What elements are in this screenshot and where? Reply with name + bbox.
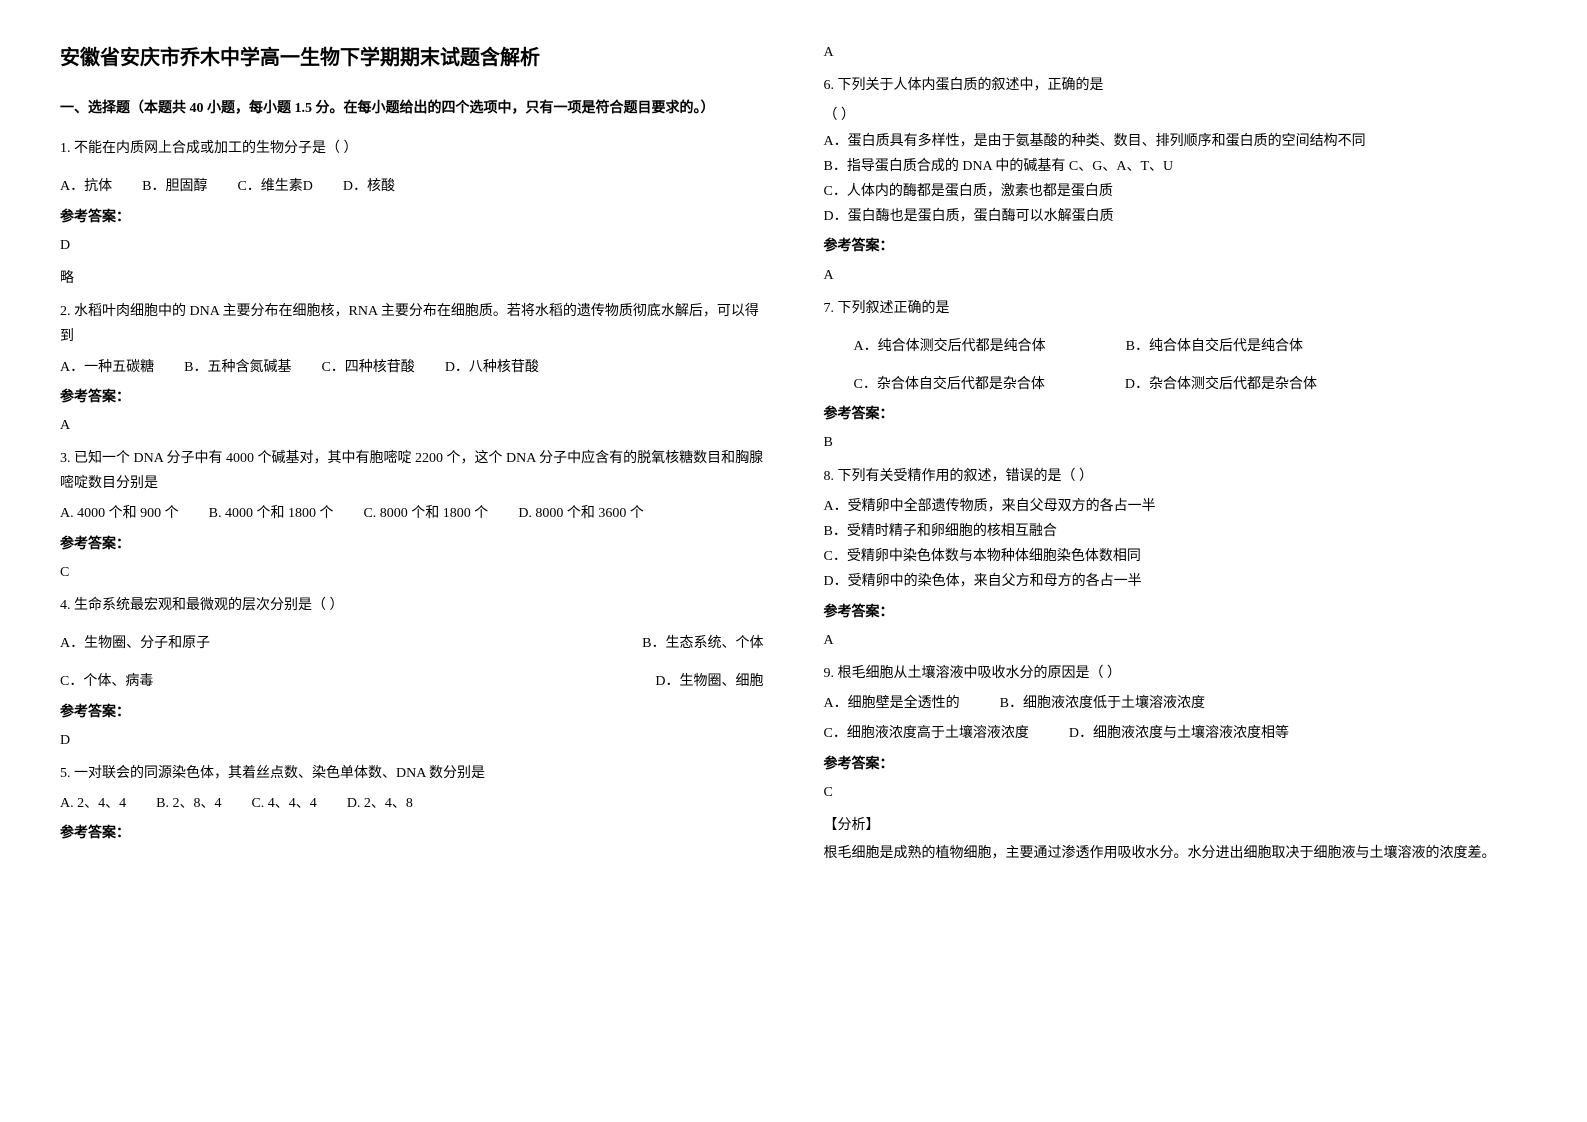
answer-label: 参考答案： bbox=[824, 402, 1528, 427]
option-c: C．四种核苷酸 bbox=[321, 355, 414, 380]
option-a: A．纯合体测交后代都是纯合体 bbox=[854, 334, 1046, 359]
question-options: A. 4000 个和 900 个 B. 4000 个和 1800 个 C. 80… bbox=[60, 501, 764, 526]
option-d: D. 2、4、8 bbox=[347, 791, 413, 816]
answer-value: D bbox=[60, 728, 764, 753]
option-d: D．杂合体测交后代都是杂合体 bbox=[1125, 372, 1317, 397]
answer-label: 参考答案： bbox=[60, 821, 764, 846]
question-5: 5. 一对联会的同源染色体，其着丝点数、染色单体数、DNA 数分别是 A. 2、… bbox=[60, 761, 764, 847]
option-a: A. 4000 个和 900 个 bbox=[60, 501, 179, 526]
option-d: D．八种核苷酸 bbox=[445, 355, 539, 380]
question-text: 3. 已知一个 DNA 分子中有 4000 个碱基对，其中有胞嘧啶 2200 个… bbox=[60, 446, 764, 496]
option-c: C. 4、4、4 bbox=[251, 791, 316, 816]
question-text: 9. 根毛细胞从土壤溶液中吸收水分的原因是（ ） bbox=[824, 661, 1528, 686]
option-b: B. 4000 个和 1800 个 bbox=[209, 501, 334, 526]
section-header: 一、选择题（本题共 40 小题，每小题 1.5 分。在每小题给出的四个选项中，只… bbox=[60, 96, 764, 121]
option-a: A．抗体 bbox=[60, 174, 112, 199]
question-options: A．抗体 B．胆固醇 C．维生素D D．核酸 bbox=[60, 174, 764, 199]
answer-label: 参考答案： bbox=[824, 752, 1528, 777]
option-d: D．细胞液浓度与土壤溶液浓度相等 bbox=[1069, 721, 1289, 746]
question-options: A．纯合体测交后代都是纯合体 B．纯合体自交后代是纯合体 C．杂合体自交后代都是… bbox=[824, 334, 1528, 397]
option-b: B．受精时精子和卵细胞的核相互融合 bbox=[824, 519, 1528, 544]
answer-note: 略 bbox=[60, 266, 764, 291]
question-6: 6. 下列关于人体内蛋白质的叙述中，正确的是 （ ） A．蛋白质具有多样性，是由… bbox=[824, 73, 1528, 288]
question-text: 1. 不能在内质网上合成或加工的生物分子是（ ） bbox=[60, 136, 764, 161]
q5-answer-value: A bbox=[824, 40, 1528, 65]
question-9: 9. 根毛细胞从土壤溶液中吸收水分的原因是（ ） A．细胞壁是全透性的 B．细胞… bbox=[824, 661, 1528, 866]
question-text: 2. 水稻叶肉细胞中的 DNA 主要分布在细胞核，RNA 主要分布在细胞质。若将… bbox=[60, 299, 764, 349]
answer-label: 参考答案： bbox=[824, 600, 1528, 625]
option-d: D．蛋白酶也是蛋白质，蛋白酶可以水解蛋白质 bbox=[824, 204, 1528, 229]
option-c: C．受精卵中染色体数与本物种体细胞染色体数相同 bbox=[824, 544, 1528, 569]
answer-value: D bbox=[60, 233, 764, 258]
question-options: A．蛋白质具有多样性，是由于氨基酸的种类、数目、排列顺序和蛋白质的空间结构不同 … bbox=[824, 129, 1528, 230]
option-b: B．纯合体自交后代是纯合体 bbox=[1126, 334, 1303, 359]
answer-label: 参考答案： bbox=[60, 205, 764, 230]
option-b: B．细胞液浓度低于土壤溶液浓度 bbox=[1000, 691, 1205, 716]
answer-label: 参考答案： bbox=[60, 700, 764, 725]
option-b: B．指导蛋白质合成的 DNA 中的碱基有 C、G、A、T、U bbox=[824, 154, 1528, 179]
question-text: 6. 下列关于人体内蛋白质的叙述中，正确的是 bbox=[824, 73, 1528, 98]
left-column: 安徽省安庆市乔木中学高一生物下学期期末试题含解析 一、选择题（本题共 40 小题… bbox=[60, 40, 764, 876]
option-a: A．受精卵中全部遗传物质，来自父母双方的各占一半 bbox=[824, 494, 1528, 519]
option-a: A. 2、4、4 bbox=[60, 791, 126, 816]
answer-label: 参考答案： bbox=[60, 532, 764, 557]
option-c: C．人体内的酶都是蛋白质，激素也都是蛋白质 bbox=[824, 179, 1528, 204]
option-b: B．五种含氮碱基 bbox=[184, 355, 291, 380]
page-container: 安徽省安庆市乔木中学高一生物下学期期末试题含解析 一、选择题（本题共 40 小题… bbox=[60, 40, 1527, 876]
answer-value: B bbox=[824, 430, 1528, 455]
question-options: A. 2、4、4 B. 2、8、4 C. 4、4、4 D. 2、4、8 bbox=[60, 791, 764, 816]
question-options: A．生物圈、分子和原子 B．生态系统、个体 C．个体、病毒 D．生物圈、细胞 bbox=[60, 631, 764, 694]
option-b: B．生态系统、个体 bbox=[642, 631, 763, 656]
document-title: 安徽省安庆市乔木中学高一生物下学期期末试题含解析 bbox=[60, 40, 764, 76]
question-3: 3. 已知一个 DNA 分子中有 4000 个碱基对，其中有胞嘧啶 2200 个… bbox=[60, 446, 764, 585]
option-c: C．细胞液浓度高于土壤溶液浓度 bbox=[824, 721, 1029, 746]
question-text: 4. 生命系统最宏观和最微观的层次分别是（ ） bbox=[60, 593, 764, 618]
question-8: 8. 下列有关受精作用的叙述，错误的是（ ） A．受精卵中全部遗传物质，来自父母… bbox=[824, 464, 1528, 653]
option-a: A．生物圈、分子和原子 bbox=[60, 631, 210, 656]
option-c: C. 8000 个和 1800 个 bbox=[363, 501, 488, 526]
question-text: 5. 一对联会的同源染色体，其着丝点数、染色单体数、DNA 数分别是 bbox=[60, 761, 764, 786]
option-c: C．杂合体自交后代都是杂合体 bbox=[854, 372, 1045, 397]
question-2: 2. 水稻叶肉细胞中的 DNA 主要分布在细胞核，RNA 主要分布在细胞质。若将… bbox=[60, 299, 764, 438]
question-7: 7. 下列叙述正确的是 A．纯合体测交后代都是纯合体 B．纯合体自交后代是纯合体… bbox=[824, 296, 1528, 456]
question-1: 1. 不能在内质网上合成或加工的生物分子是（ ） A．抗体 B．胆固醇 C．维生… bbox=[60, 136, 764, 291]
right-column: A 6. 下列关于人体内蛋白质的叙述中，正确的是 （ ） A．蛋白质具有多样性，… bbox=[824, 40, 1528, 876]
option-d: D．受精卵中的染色体，来自父方和母方的各占一半 bbox=[824, 569, 1528, 594]
option-d: D．生物圈、细胞 bbox=[655, 669, 763, 694]
option-d: D．核酸 bbox=[343, 174, 395, 199]
question-4: 4. 生命系统最宏观和最微观的层次分别是（ ） A．生物圈、分子和原子 B．生态… bbox=[60, 593, 764, 753]
option-b: B. 2、8、4 bbox=[156, 791, 221, 816]
answer-value: C bbox=[60, 560, 764, 585]
option-c: C．个体、病毒 bbox=[60, 669, 153, 694]
question-options: A．细胞壁是全透性的 B．细胞液浓度低于土壤溶液浓度 C．细胞液浓度高于土壤溶液… bbox=[824, 691, 1528, 746]
analysis-label: 【分析】 bbox=[824, 813, 1528, 838]
answer-value: A bbox=[824, 628, 1528, 653]
option-c: C．维生素D bbox=[237, 174, 312, 199]
option-d: D. 8000 个和 3600 个 bbox=[518, 501, 644, 526]
analysis-text: 根毛细胞是成熟的植物细胞，主要通过渗透作用吸收水分。水分进出细胞取决于细胞液与土… bbox=[824, 841, 1528, 866]
question-text: 7. 下列叙述正确的是 bbox=[824, 296, 1528, 321]
option-a: A．一种五碳糖 bbox=[60, 355, 154, 380]
answer-label: 参考答案： bbox=[824, 234, 1528, 259]
question-options: A．受精卵中全部遗传物质，来自父母双方的各占一半 B．受精时精子和卵细胞的核相互… bbox=[824, 494, 1528, 595]
option-a: A．蛋白质具有多样性，是由于氨基酸的种类、数目、排列顺序和蛋白质的空间结构不同 bbox=[824, 129, 1528, 154]
option-b: B．胆固醇 bbox=[142, 174, 207, 199]
question-paren: （ ） bbox=[824, 103, 1528, 128]
question-options: A．一种五碳糖 B．五种含氮碱基 C．四种核苷酸 D．八种核苷酸 bbox=[60, 355, 764, 380]
answer-value: A bbox=[824, 263, 1528, 288]
answer-label: 参考答案： bbox=[60, 385, 764, 410]
question-text: 8. 下列有关受精作用的叙述，错误的是（ ） bbox=[824, 464, 1528, 489]
option-a: A．细胞壁是全透性的 bbox=[824, 691, 960, 716]
answer-value: C bbox=[824, 780, 1528, 805]
answer-value: A bbox=[60, 413, 764, 438]
